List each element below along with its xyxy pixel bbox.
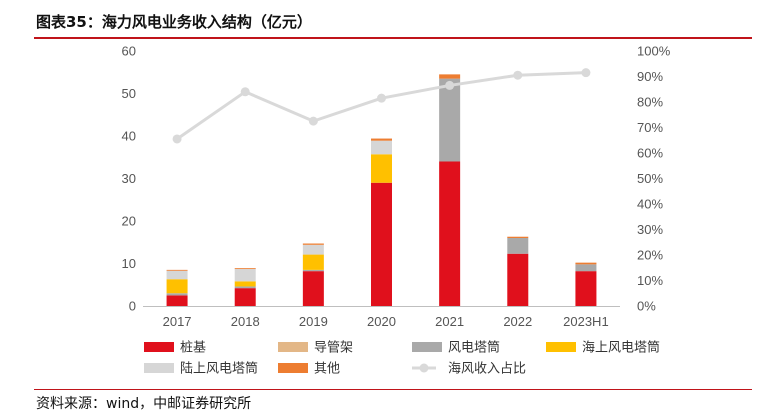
share-point	[172, 134, 182, 144]
x-tick-label: 2017	[163, 314, 192, 329]
bar-segment	[302, 271, 324, 306]
bar-segment	[234, 288, 256, 306]
share-point	[445, 80, 455, 90]
revenue-structure-chart: 0 10 20 30 40 50 60 0% 10% 20% 30% 40% 50% 60% 70% 80%…	[122, 44, 671, 377]
left-tick-label: 10	[122, 256, 136, 271]
x-axis-labels: 2017 2018 2019 2020 2021 2022 2023H1	[163, 314, 609, 329]
right-tick-label: 10%	[637, 273, 663, 288]
share-point	[240, 87, 250, 97]
right-tick-label: 70%	[637, 120, 663, 135]
x-tick-label: 2021	[435, 314, 464, 329]
title-divider	[34, 37, 752, 39]
bar-segment	[302, 243, 324, 245]
bar-segment	[302, 244, 324, 255]
bar-segment	[371, 140, 392, 155]
legend-point-swatch	[419, 363, 429, 373]
left-tick-label: 50	[122, 86, 136, 101]
bar-segment	[439, 74, 461, 79]
right-tick-label: 50%	[637, 171, 663, 186]
bar-segment	[166, 270, 188, 280]
legend-label: 风电塔筒	[448, 340, 500, 356]
legend-label: 陆上风电塔筒	[180, 361, 258, 377]
bar-segment	[575, 262, 597, 265]
legend-label: 海上风电塔筒	[582, 340, 660, 356]
share-point	[377, 93, 386, 103]
left-tick-label: 30	[122, 171, 136, 186]
legend-swatch	[144, 363, 174, 373]
bar-segment	[507, 253, 529, 306]
left-tick-label: 0	[129, 299, 136, 314]
bar-segment	[507, 238, 529, 254]
legend-swatch	[278, 363, 308, 373]
bar-segment	[234, 268, 256, 270]
bar-segment	[234, 269, 256, 282]
x-tick-label: 2022	[503, 314, 532, 329]
bar-segment	[302, 254, 324, 270]
legend-label: 海风收入占比	[448, 362, 526, 377]
x-tick-label: 2018	[231, 314, 260, 329]
legend-swatch	[144, 342, 174, 352]
bar-segment	[371, 138, 392, 141]
left-axis: 0 10 20 30 40 50 60	[122, 44, 136, 314]
share-point	[581, 68, 591, 78]
x-tick-label: 2023H1	[563, 314, 609, 329]
right-tick-label: 30%	[637, 222, 663, 237]
x-tick-label: 2020	[367, 314, 396, 329]
right-tick-label: 90%	[637, 69, 663, 84]
bar-segment	[575, 271, 597, 306]
right-axis: 0% 10% 20% 30% 40% 50% 60% 70% 80% 90% 100%	[637, 44, 671, 314]
bar-segment	[371, 154, 392, 183]
bar-segment	[166, 269, 188, 271]
legend-swatch	[546, 342, 576, 352]
right-tick-label: 80%	[637, 95, 663, 110]
legend-label: 桩基	[180, 341, 206, 356]
bar-segment	[234, 286, 256, 289]
bar-segment	[234, 281, 256, 287]
stacked-bars	[166, 74, 597, 306]
bar-segment	[166, 279, 188, 294]
legend-label: 导管架	[314, 341, 353, 356]
legend-swatch	[412, 342, 442, 352]
bar-segment	[507, 236, 529, 238]
left-tick-label: 60	[122, 44, 136, 59]
footer-divider	[34, 389, 752, 390]
bar-segment	[166, 293, 188, 296]
share-point	[308, 116, 318, 126]
bar-segment	[371, 182, 392, 306]
bar-segment	[166, 295, 188, 306]
figure-title: 图表35：海力风电业务收入结构（亿元）	[36, 13, 312, 31]
legend-swatch	[278, 342, 308, 352]
right-tick-label: 60%	[637, 146, 663, 161]
bar-segment	[439, 161, 461, 306]
x-tick-label: 2019	[299, 314, 328, 329]
bar-segment	[439, 78, 461, 162]
right-tick-label: 0%	[637, 299, 656, 314]
right-tick-label: 100%	[637, 44, 671, 59]
bar-segment	[575, 264, 597, 272]
source-note: 资料来源：wind，中邮证券研究所	[36, 396, 252, 412]
share-point	[513, 70, 523, 80]
figure-header: 图表35：海力风电业务收入结构（亿元）	[0, 0, 768, 40]
left-tick-label: 40	[122, 129, 136, 144]
bar-segment	[302, 269, 324, 272]
right-tick-label: 20%	[637, 248, 663, 263]
legend-label: 其他	[314, 362, 340, 377]
offshore-share-line	[172, 68, 591, 144]
share-line-path	[176, 71, 586, 141]
left-tick-label: 20	[122, 214, 136, 229]
right-tick-label: 40%	[637, 197, 663, 212]
